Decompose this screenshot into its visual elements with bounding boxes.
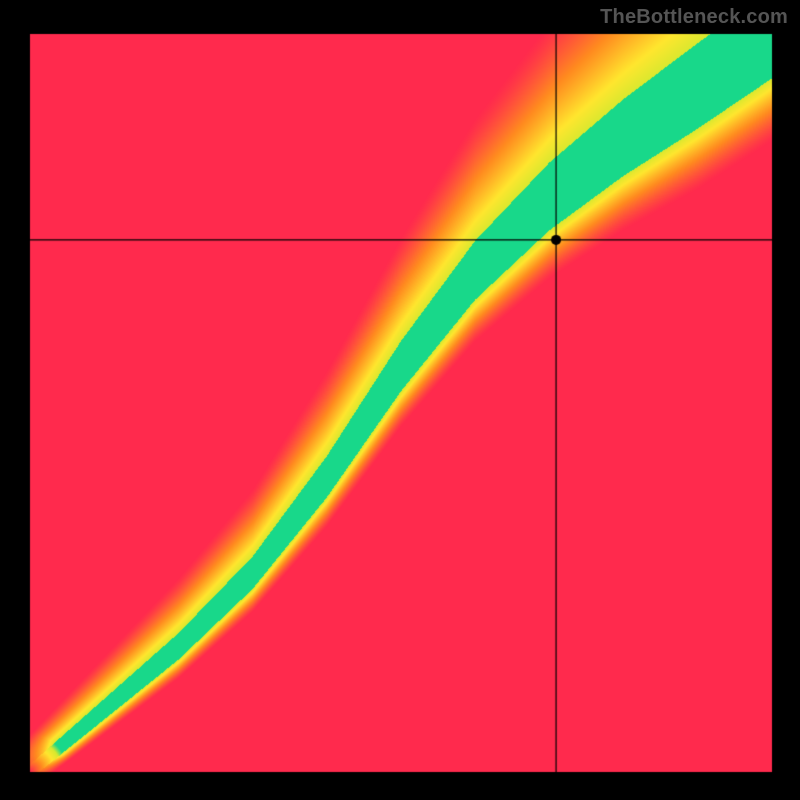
chart-container: TheBottleneck.com xyxy=(0,0,800,800)
watermark-label: TheBottleneck.com xyxy=(600,6,788,29)
heatmap-canvas xyxy=(0,0,800,800)
